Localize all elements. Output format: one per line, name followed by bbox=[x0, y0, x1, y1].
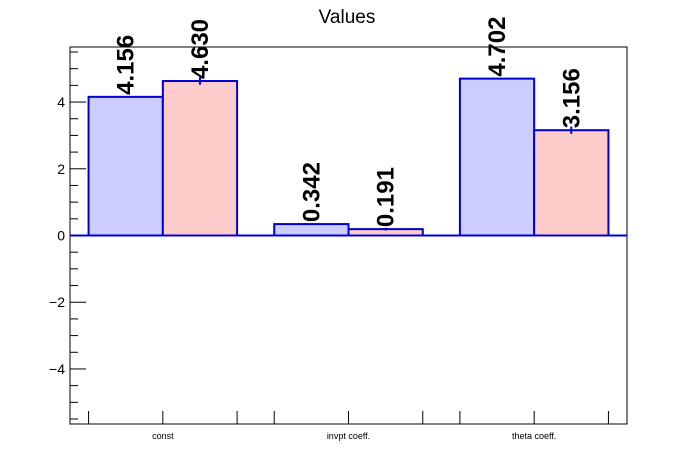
data-labels: 4.156 0.342 4.702 4.630 0.191 3.156 bbox=[113, 17, 586, 228]
y-tick-label: −4 bbox=[49, 361, 65, 377]
chart-title: Values bbox=[319, 7, 376, 28]
bar bbox=[458, 77, 536, 237]
data-label: 0.191 bbox=[373, 167, 400, 227]
data-label: 4.630 bbox=[187, 19, 214, 79]
y-tick-label: −2 bbox=[49, 294, 65, 310]
bar bbox=[533, 129, 610, 237]
x-category-label: theta coeff. bbox=[512, 431, 556, 441]
x-category-label: invpt coeff. bbox=[327, 431, 370, 441]
y-tick-label: 0 bbox=[57, 228, 65, 244]
bar bbox=[87, 95, 164, 237]
bar bbox=[161, 80, 239, 237]
x-category-label: const bbox=[152, 431, 174, 441]
bar bbox=[273, 223, 350, 237]
data-label: 3.156 bbox=[558, 68, 585, 128]
y-tick-label: 4 bbox=[57, 94, 65, 110]
y-tick-label: 2 bbox=[57, 161, 65, 177]
bars bbox=[87, 77, 610, 237]
data-label: 4.702 bbox=[484, 17, 511, 77]
data-label: 4.156 bbox=[113, 35, 140, 95]
data-label: 0.342 bbox=[298, 162, 325, 222]
